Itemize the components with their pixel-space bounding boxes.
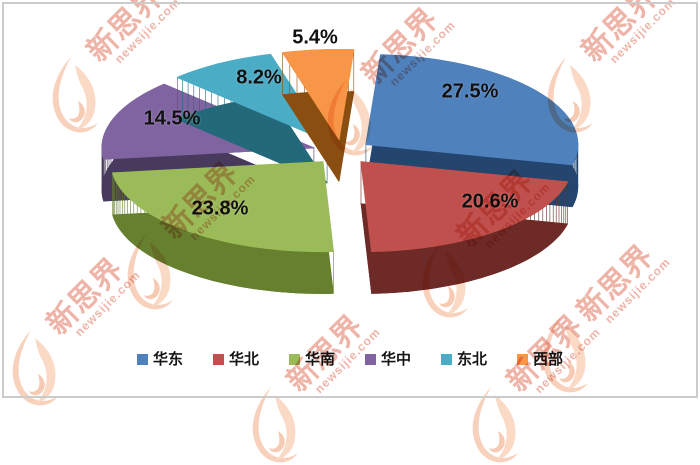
legend-label-华北: 华北 [228,351,259,368]
legend-swatch-华东 [136,354,148,365]
legend-swatch-华南 [288,354,300,365]
legend-item-华中: 华中 [365,352,411,367]
slice-label-东北: 8.2% [236,66,282,89]
legend-swatch-西部 [517,354,529,365]
legend-item-西部: 西部 [517,352,563,367]
slice-top [365,54,579,166]
chart-legend: 华东 华北 华南 华中 东北 西部 [0,352,700,367]
legend-label-华中: 华中 [381,351,412,368]
legend-item-华东: 华东 [136,351,183,368]
legend-label-华东: 华东 [152,351,183,368]
slice-label-西部: 5.4% [292,26,338,49]
pie-slice-东北 [176,53,328,184]
legend-label-西部: 西部 [533,351,564,368]
pie-3d-canvas [101,49,579,294]
slice-label-华南: 23.8% [191,197,249,220]
legend-swatch-华中 [365,354,376,365]
legend-swatch-东北 [441,354,453,365]
legend-label-东北: 东北 [457,351,488,368]
slice-top [360,161,569,253]
legend-item-华北: 华北 [212,351,259,368]
slice-label-华中: 14.5% [143,107,201,130]
slice-top [176,53,328,142]
legend-item-华南: 华南 [288,351,335,368]
slice-label-华东: 27.5% [441,80,499,103]
pie-slice-华北 [360,161,569,294]
slice-label-华北: 20.6% [461,190,519,213]
legend-label-华南: 华南 [304,351,335,368]
pie-slice-华南 [112,161,334,294]
legend-item-东北: 东北 [441,352,487,367]
legend-swatch-华北 [212,354,224,365]
slice-top [112,161,334,253]
